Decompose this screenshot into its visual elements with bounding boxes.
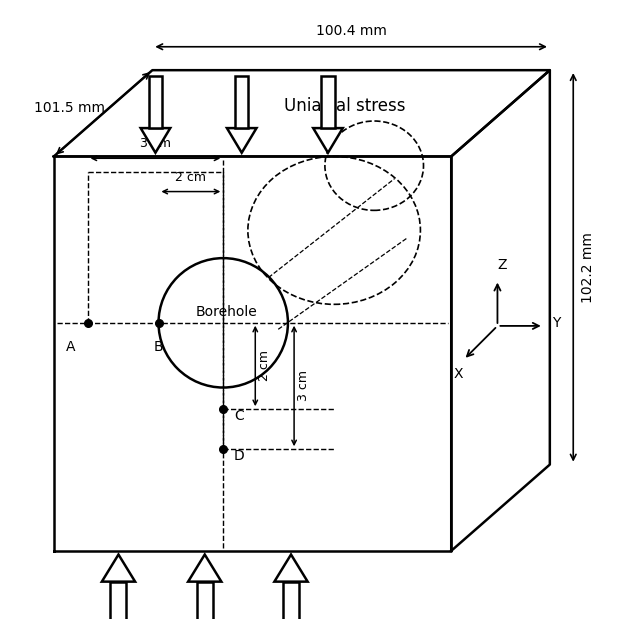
Text: X: X	[454, 367, 464, 381]
Text: B: B	[154, 340, 163, 354]
Polygon shape	[149, 76, 162, 128]
Text: 101.5 mm: 101.5 mm	[33, 101, 105, 116]
Text: Borehole: Borehole	[196, 305, 257, 319]
Text: Y: Y	[552, 317, 561, 330]
Text: Uniaxial stress: Uniaxial stress	[284, 97, 405, 116]
Polygon shape	[227, 128, 256, 153]
Text: 2 cm: 2 cm	[258, 350, 271, 381]
Text: 3 cm: 3 cm	[297, 371, 310, 402]
Polygon shape	[141, 128, 170, 153]
Polygon shape	[274, 555, 308, 582]
Polygon shape	[197, 582, 213, 621]
Text: 2 cm: 2 cm	[175, 171, 206, 184]
Text: Z: Z	[497, 258, 506, 272]
Text: 102.2 mm: 102.2 mm	[581, 232, 595, 303]
Text: D: D	[233, 449, 244, 463]
Polygon shape	[321, 76, 335, 128]
Polygon shape	[313, 128, 343, 153]
Polygon shape	[283, 582, 299, 621]
Polygon shape	[110, 582, 126, 621]
Text: 3 cm: 3 cm	[140, 137, 171, 150]
Text: 100.4 mm: 100.4 mm	[316, 24, 386, 38]
Text: C: C	[234, 409, 243, 423]
Polygon shape	[102, 555, 135, 582]
Polygon shape	[188, 555, 222, 582]
Polygon shape	[235, 76, 248, 128]
Text: A: A	[66, 340, 75, 354]
